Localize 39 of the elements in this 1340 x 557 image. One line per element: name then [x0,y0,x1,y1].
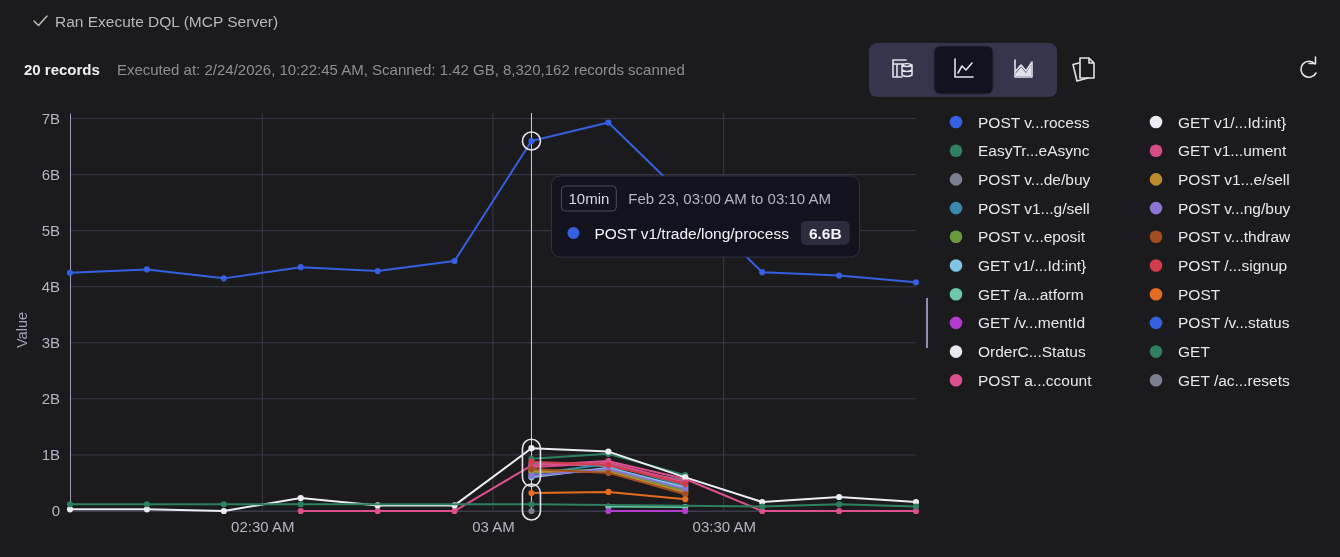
y-tick-label: 3B [41,334,60,352]
y-tick-label: 1B [41,446,60,464]
y-tick-label: 7B [41,109,60,127]
legend-label: POST /v...status [1178,314,1290,332]
legend-label: POST v...de/buy [978,170,1091,188]
x-tick-label: 03 AM [472,517,515,535]
legend-label: GET /v...mentId [978,314,1086,332]
legend-label: GET [1178,343,1211,361]
y-tick-label: 5B [41,222,60,240]
legend-label: POST v...ng/buy [1178,199,1291,217]
text: Executed at: 2/24/2026, 10:22:45 AM, Scanned: 1.42 GB, 8,320,162 records scanned [116,61,685,78]
chart-title: Ran Execute DQL (MCP Server) [55,13,279,30]
legend-label: GET v1/...Id:int} [1178,113,1287,131]
annotation: POST v1/trade/long/process [594,225,790,243]
x-tick-label: 03:30 AM [692,517,756,535]
legend-label: POST v...thdraw [1178,228,1292,246]
y-tick-label: 4B [41,278,60,296]
legend-label: POST v1...e/sell [1178,170,1290,188]
legend-label: GET v1/...Id:int} [978,257,1087,274]
legend-label: POST v...rocess [978,113,1090,131]
y-tick-label: 6B [41,165,60,183]
legend-label: POST v1...g/sell [978,199,1090,217]
legend-label: GET /a...atform [978,285,1084,303]
legend-label: POST v...eposit [978,228,1086,246]
y-tick-label: 2B [41,390,60,408]
legend-label: GET v1...ument [1178,142,1287,160]
legend-label: EasyTr...eAsync [978,142,1090,160]
annotation: 10min [568,190,610,208]
y-tick-label: 0 [51,502,60,520]
chart-subtitle: 20 records [24,61,100,78]
annotation: 6.6B [808,225,842,243]
legend-label: POST a...ccount [978,371,1093,389]
x-tick-label: 02:30 AM [231,517,295,535]
legend-label: GET /ac...resets [1178,371,1290,389]
y-axis-title: Value [14,311,30,349]
annotation: Feb 23, 03:00 AM to 03:10 AM [628,190,831,208]
legend-label: POST [1178,285,1221,303]
legend-label: OrderC...Status [978,343,1086,361]
legend-label: POST /...signup [1178,257,1288,274]
